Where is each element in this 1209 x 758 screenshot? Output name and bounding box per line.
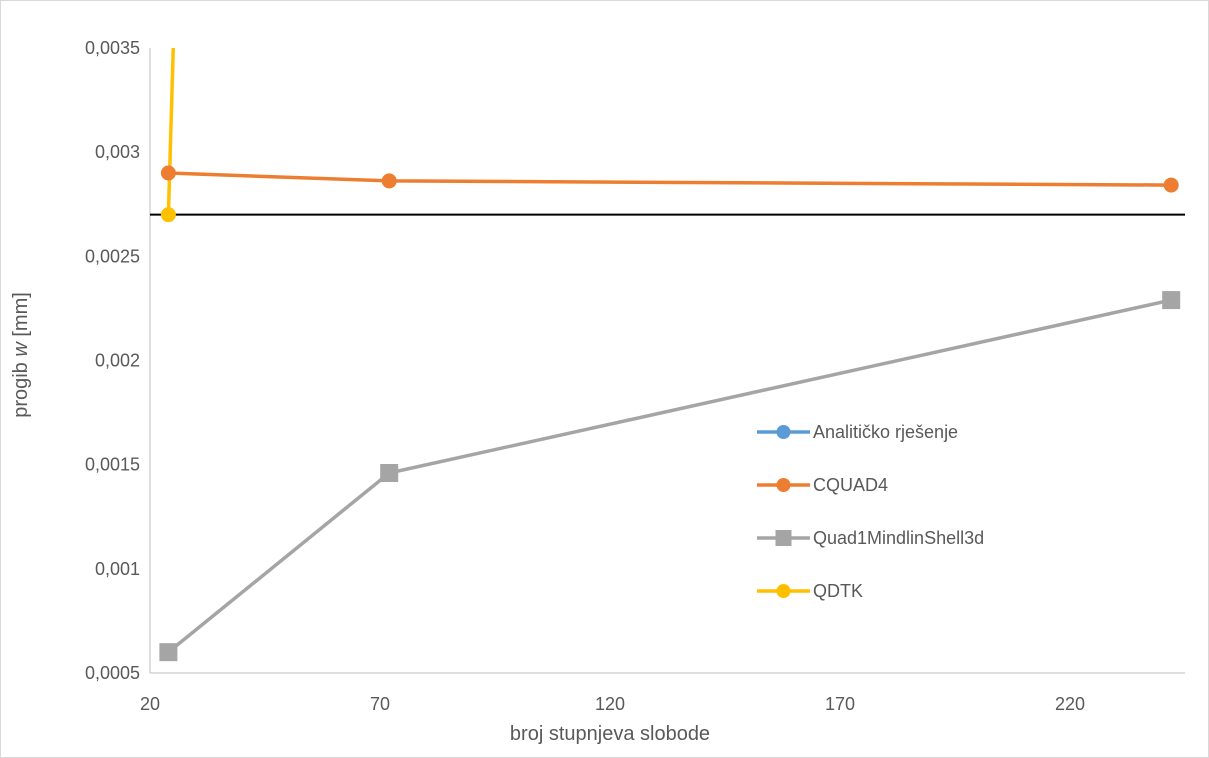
data-point bbox=[160, 207, 176, 223]
data-point bbox=[160, 165, 176, 181]
series-line bbox=[166, 171, 1173, 187]
legend-label: Quad1MindlinShell3d bbox=[813, 528, 984, 548]
y-tick-label: 0,0035 bbox=[85, 38, 140, 58]
x-tick-label: 170 bbox=[825, 694, 855, 714]
plot-area bbox=[150, 48, 1185, 662]
tick-labels: 0,0005 0,001 0,0015 0,002 0,0025 0,003 0,0035 2… bbox=[85, 38, 1085, 714]
legend-marker bbox=[776, 478, 791, 492]
y-tick-label: 0,0005 bbox=[85, 663, 140, 683]
legend-marker bbox=[775, 530, 792, 546]
legend-label: CQUAD4 bbox=[813, 475, 888, 495]
y-tick-label: 0,001 bbox=[95, 559, 140, 579]
x-tick-label: 120 bbox=[595, 694, 625, 714]
data-point bbox=[159, 643, 178, 662]
data-point bbox=[380, 464, 399, 482]
data-point bbox=[1162, 291, 1181, 310]
series-line bbox=[166, 298, 1173, 654]
legend-label: Analitičko rješenje bbox=[813, 422, 958, 442]
legend-label: QDTK bbox=[813, 581, 863, 601]
y-tick-label: 0,0015 bbox=[85, 455, 140, 475]
legend-marker bbox=[776, 425, 791, 439]
x-tick-label: 20 bbox=[140, 694, 160, 714]
data-point bbox=[381, 173, 397, 189]
legend: Analitičko rješenje CQUAD4 Quad1MindlinShe… bbox=[757, 422, 984, 601]
y-axis-title: progib w [mm] bbox=[10, 292, 32, 418]
x-tick-label: 220 bbox=[1055, 694, 1085, 714]
y-tick-label: 0,002 bbox=[95, 351, 140, 371]
legend-marker bbox=[776, 584, 791, 598]
axes bbox=[149, 48, 1185, 674]
y-tick-label: 0,003 bbox=[95, 142, 140, 162]
x-axis-title: broj stupnjeva slobode bbox=[510, 723, 710, 745]
x-tick-label: 70 bbox=[370, 694, 390, 714]
data-point bbox=[1163, 177, 1179, 193]
series-line bbox=[166, 48, 176, 217]
y-tick-label: 0,0025 bbox=[85, 246, 140, 266]
